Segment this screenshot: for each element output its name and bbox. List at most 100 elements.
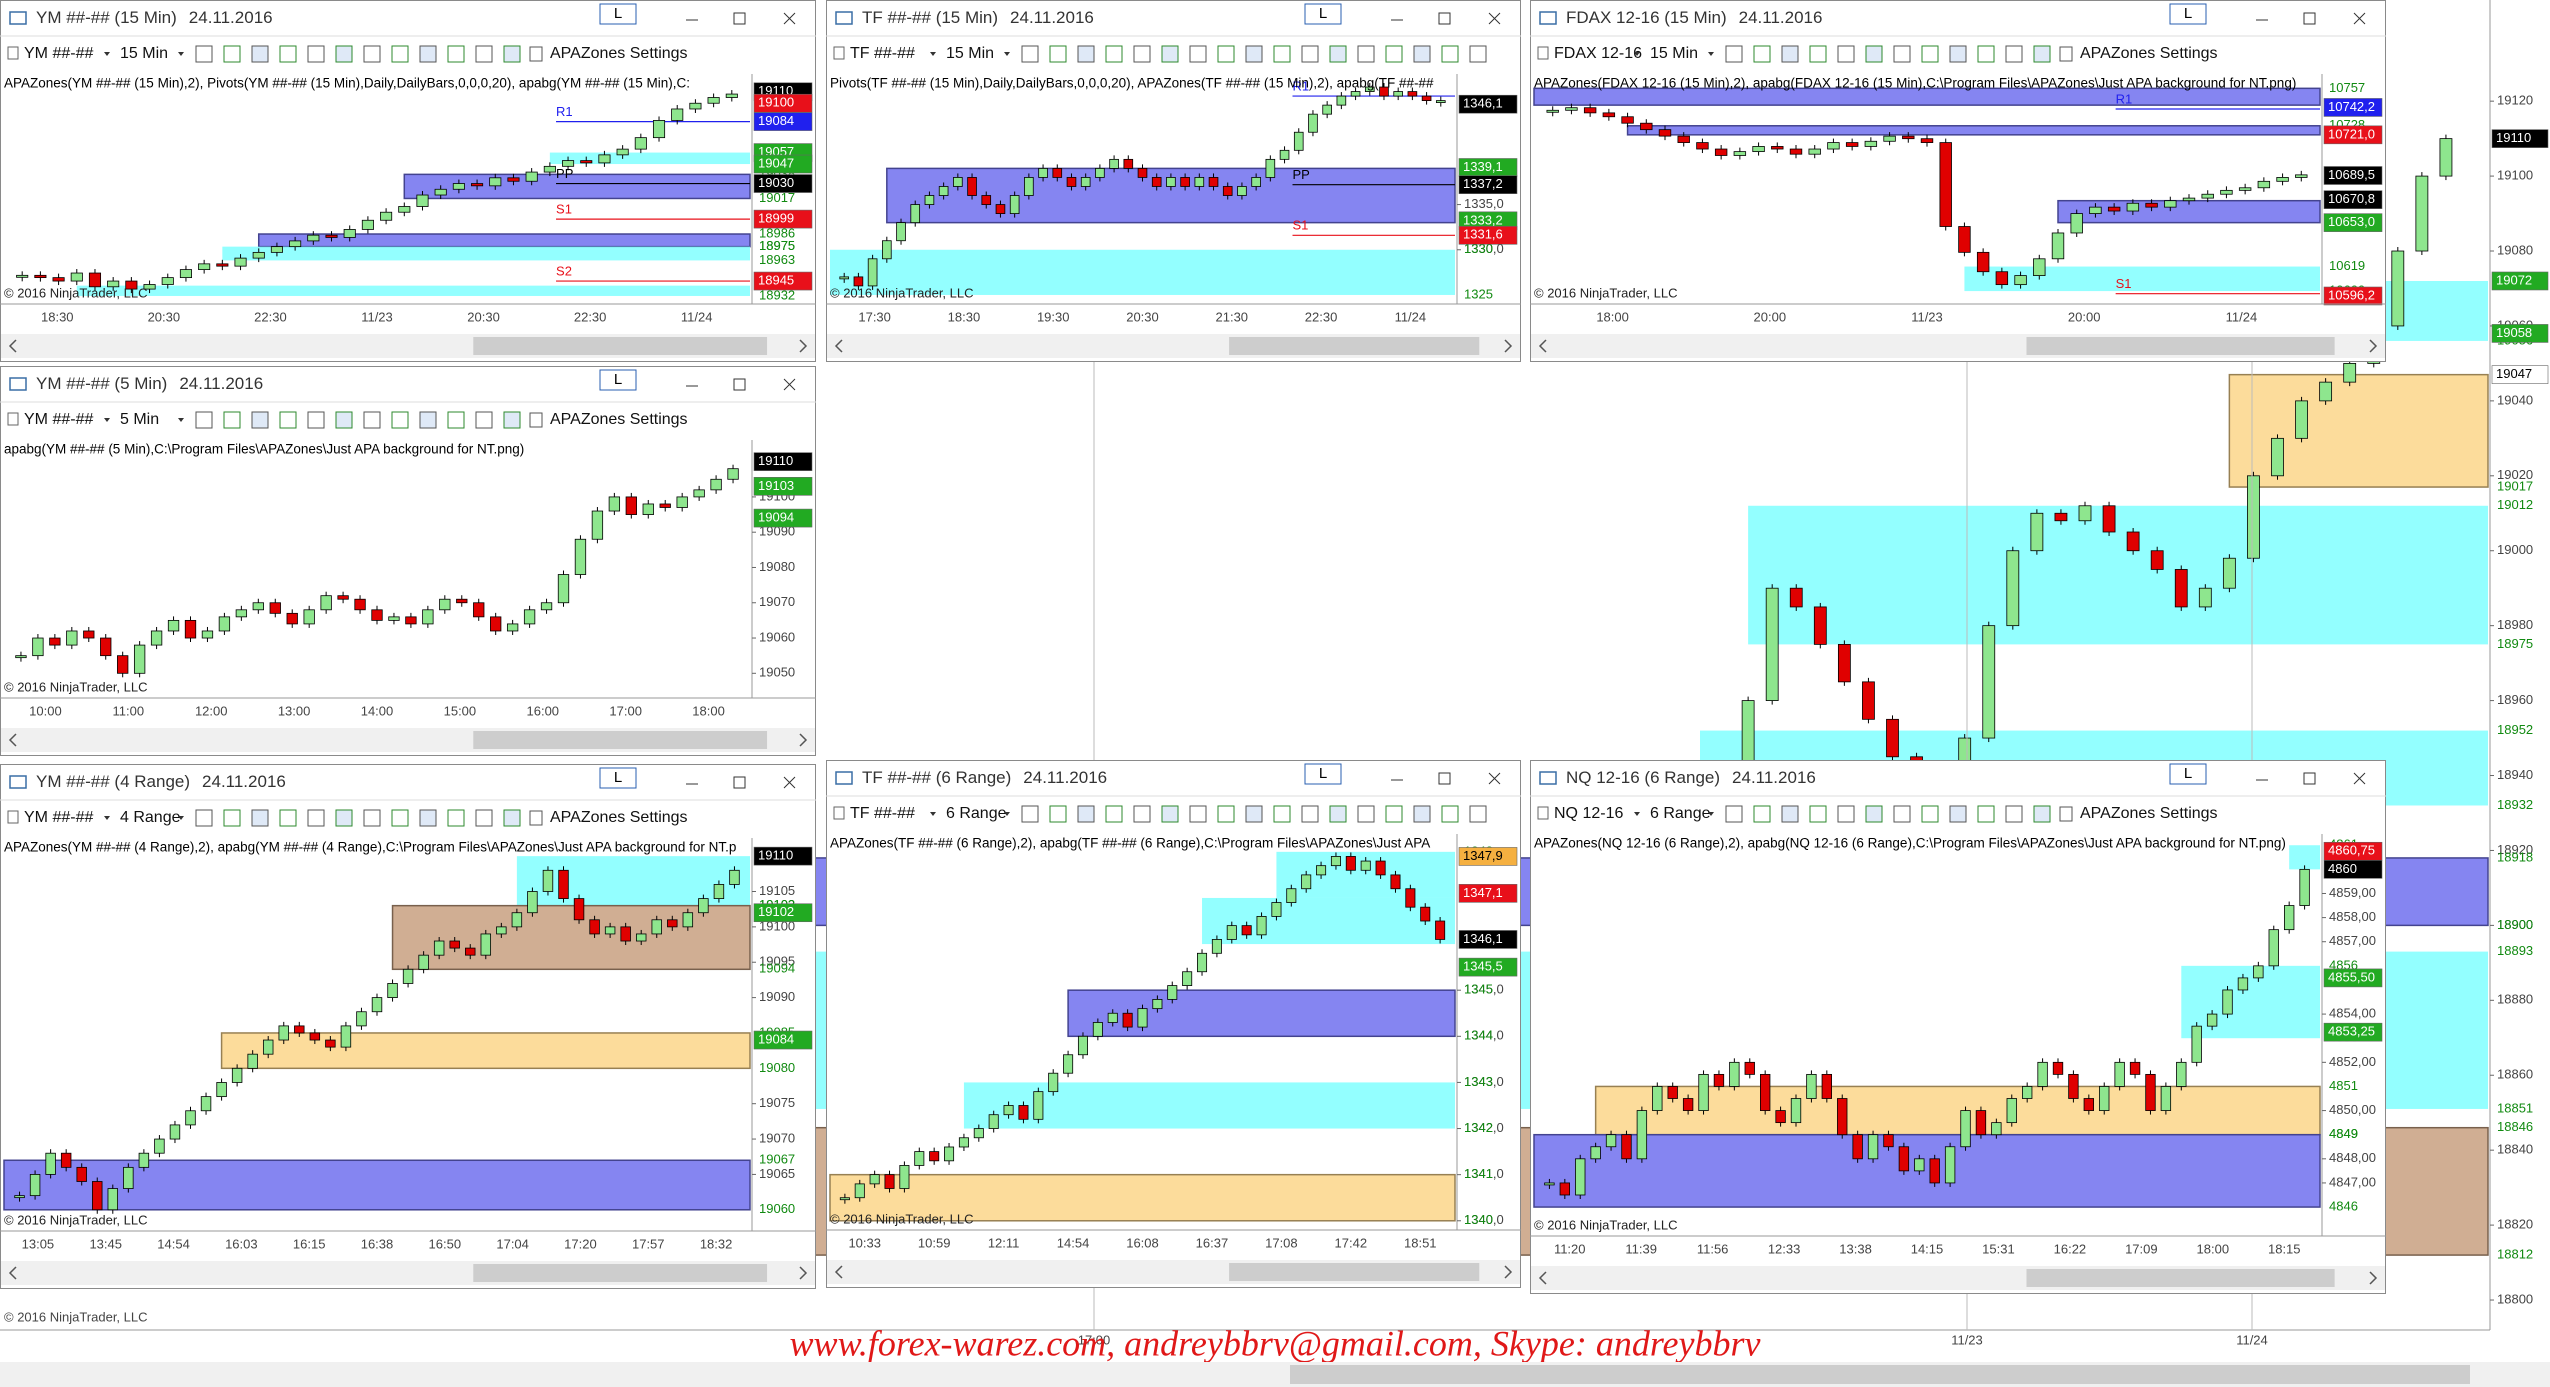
maximize-button[interactable] <box>733 378 746 391</box>
toolbar-button[interactable] <box>2033 805 2051 823</box>
interval-selector[interactable]: 6 Range <box>1650 805 1711 822</box>
toolbar-button[interactable] <box>1977 805 1995 823</box>
toolbar-button[interactable] <box>1413 805 1431 823</box>
scroll-thumb[interactable] <box>1290 1365 2470 1384</box>
scroll-right[interactable] <box>1504 339 1513 353</box>
toolbar-button[interactable] <box>251 411 269 429</box>
toolbar-button[interactable] <box>419 809 437 827</box>
toolbar-button[interactable] <box>335 45 353 63</box>
toolbar-button[interactable] <box>2033 45 2051 63</box>
scroll-thumb[interactable] <box>1229 1263 1480 1281</box>
toolbar-button[interactable] <box>1245 45 1263 63</box>
toolbar-button[interactable] <box>1977 45 1995 63</box>
toolbar-button[interactable] <box>475 45 493 63</box>
toolbar-button[interactable] <box>419 45 437 63</box>
toolbar-button[interactable] <box>1865 45 1883 63</box>
toolbar-button[interactable] <box>1385 45 1403 63</box>
link-button[interactable] <box>599 767 637 789</box>
interval-selector[interactable]: 4 Range <box>120 809 181 826</box>
toolbar-button[interactable] <box>503 809 521 827</box>
scroll-left[interactable] <box>8 733 17 747</box>
toolbar-button[interactable] <box>1273 45 1291 63</box>
scroll-right[interactable] <box>2369 339 2378 353</box>
toolbar-button[interactable] <box>195 809 213 827</box>
maximize-button[interactable] <box>1438 772 1451 785</box>
instrument-selector[interactable]: FDAX 12-16 <box>1554 45 1642 62</box>
toolbar-button[interactable] <box>1441 805 1459 823</box>
instrument-selector[interactable]: YM ##-## <box>24 45 93 62</box>
toolbar-button[interactable] <box>1021 45 1039 63</box>
toolbar-button[interactable] <box>223 809 241 827</box>
interval-selector[interactable]: 15 Min <box>946 45 994 62</box>
toolbar-button[interactable] <box>1865 805 1883 823</box>
toolbar-button[interactable] <box>1329 805 1347 823</box>
toolbar-button[interactable] <box>1441 45 1459 63</box>
toolbar-button[interactable] <box>1809 805 1827 823</box>
toolbar-button[interactable] <box>363 45 381 63</box>
instrument-selector[interactable]: YM ##-## <box>24 809 93 826</box>
link-button-label[interactable]: L <box>2184 5 2192 22</box>
scroll-left[interactable] <box>8 339 17 353</box>
toolbar-button[interactable] <box>1781 45 1799 63</box>
interval-selector[interactable]: 15 Min <box>120 45 168 62</box>
toolbar-button[interactable] <box>1921 45 1939 63</box>
toolbar-button[interactable] <box>1385 805 1403 823</box>
settings-menu[interactable]: APAZones Settings <box>550 411 688 428</box>
link-button-label[interactable]: L <box>614 371 622 388</box>
toolbar-button[interactable] <box>1301 805 1319 823</box>
toolbar-button[interactable] <box>1753 805 1771 823</box>
toolbar-button[interactable] <box>2005 45 2023 63</box>
close-button[interactable] <box>783 378 796 391</box>
toolbar-button[interactable] <box>1273 805 1291 823</box>
settings-menu[interactable]: APAZones Settings <box>550 45 688 62</box>
toolbar-button[interactable] <box>1245 805 1263 823</box>
toolbar-button[interactable] <box>1161 45 1179 63</box>
toolbar-button[interactable] <box>279 45 297 63</box>
scroll-thumb[interactable] <box>473 1264 768 1282</box>
toolbar-button[interactable] <box>1105 805 1123 823</box>
scroll-thumb[interactable] <box>2026 1269 2335 1287</box>
link-button[interactable] <box>599 3 637 25</box>
toolbar-button[interactable] <box>447 45 465 63</box>
toolbar-button[interactable] <box>1781 805 1799 823</box>
toolbar-button[interactable] <box>391 809 409 827</box>
maximize-button[interactable] <box>1438 12 1451 25</box>
interval-selector[interactable]: 15 Min <box>1650 45 1698 62</box>
toolbar-button[interactable] <box>1837 805 1855 823</box>
settings-menu[interactable]: APAZones Settings <box>2080 805 2218 822</box>
close-button[interactable] <box>1488 12 1501 25</box>
toolbar-button[interactable] <box>1105 45 1123 63</box>
link-button-label[interactable]: L <box>1319 765 1327 782</box>
toolbar-button[interactable] <box>195 411 213 429</box>
toolbar-button[interactable] <box>391 45 409 63</box>
toolbar-button[interactable] <box>279 411 297 429</box>
close-button[interactable] <box>783 776 796 789</box>
scroll-right[interactable] <box>799 733 808 747</box>
toolbar-button[interactable] <box>447 809 465 827</box>
toolbar-button[interactable] <box>1077 45 1095 63</box>
scroll-thumb[interactable] <box>473 337 768 355</box>
maximize-button[interactable] <box>2303 12 2316 25</box>
link-button-label[interactable]: L <box>2184 765 2192 782</box>
toolbar-button[interactable] <box>475 411 493 429</box>
scroll-thumb[interactable] <box>473 731 768 749</box>
maximize-button[interactable] <box>733 776 746 789</box>
toolbar-button[interactable] <box>251 809 269 827</box>
toolbar-button[interactable] <box>503 411 521 429</box>
toolbar-button[interactable] <box>1077 805 1095 823</box>
settings-menu[interactable]: APAZones Settings <box>550 809 688 826</box>
toolbar-button[interactable] <box>1809 45 1827 63</box>
toolbar-button[interactable] <box>503 45 521 63</box>
toolbar-button[interactable] <box>1469 805 1487 823</box>
toolbar-button[interactable] <box>279 809 297 827</box>
scroll-left[interactable] <box>834 339 843 353</box>
toolbar-button[interactable] <box>223 45 241 63</box>
toolbar-button[interactable] <box>1921 805 1939 823</box>
toolbar-button[interactable] <box>307 809 325 827</box>
scroll-right[interactable] <box>1504 1265 1513 1279</box>
maximize-button[interactable] <box>733 12 746 25</box>
link-button[interactable] <box>2169 3 2207 25</box>
close-button[interactable] <box>2353 772 2366 785</box>
link-button-label[interactable]: L <box>614 5 622 22</box>
toolbar-button[interactable] <box>419 411 437 429</box>
